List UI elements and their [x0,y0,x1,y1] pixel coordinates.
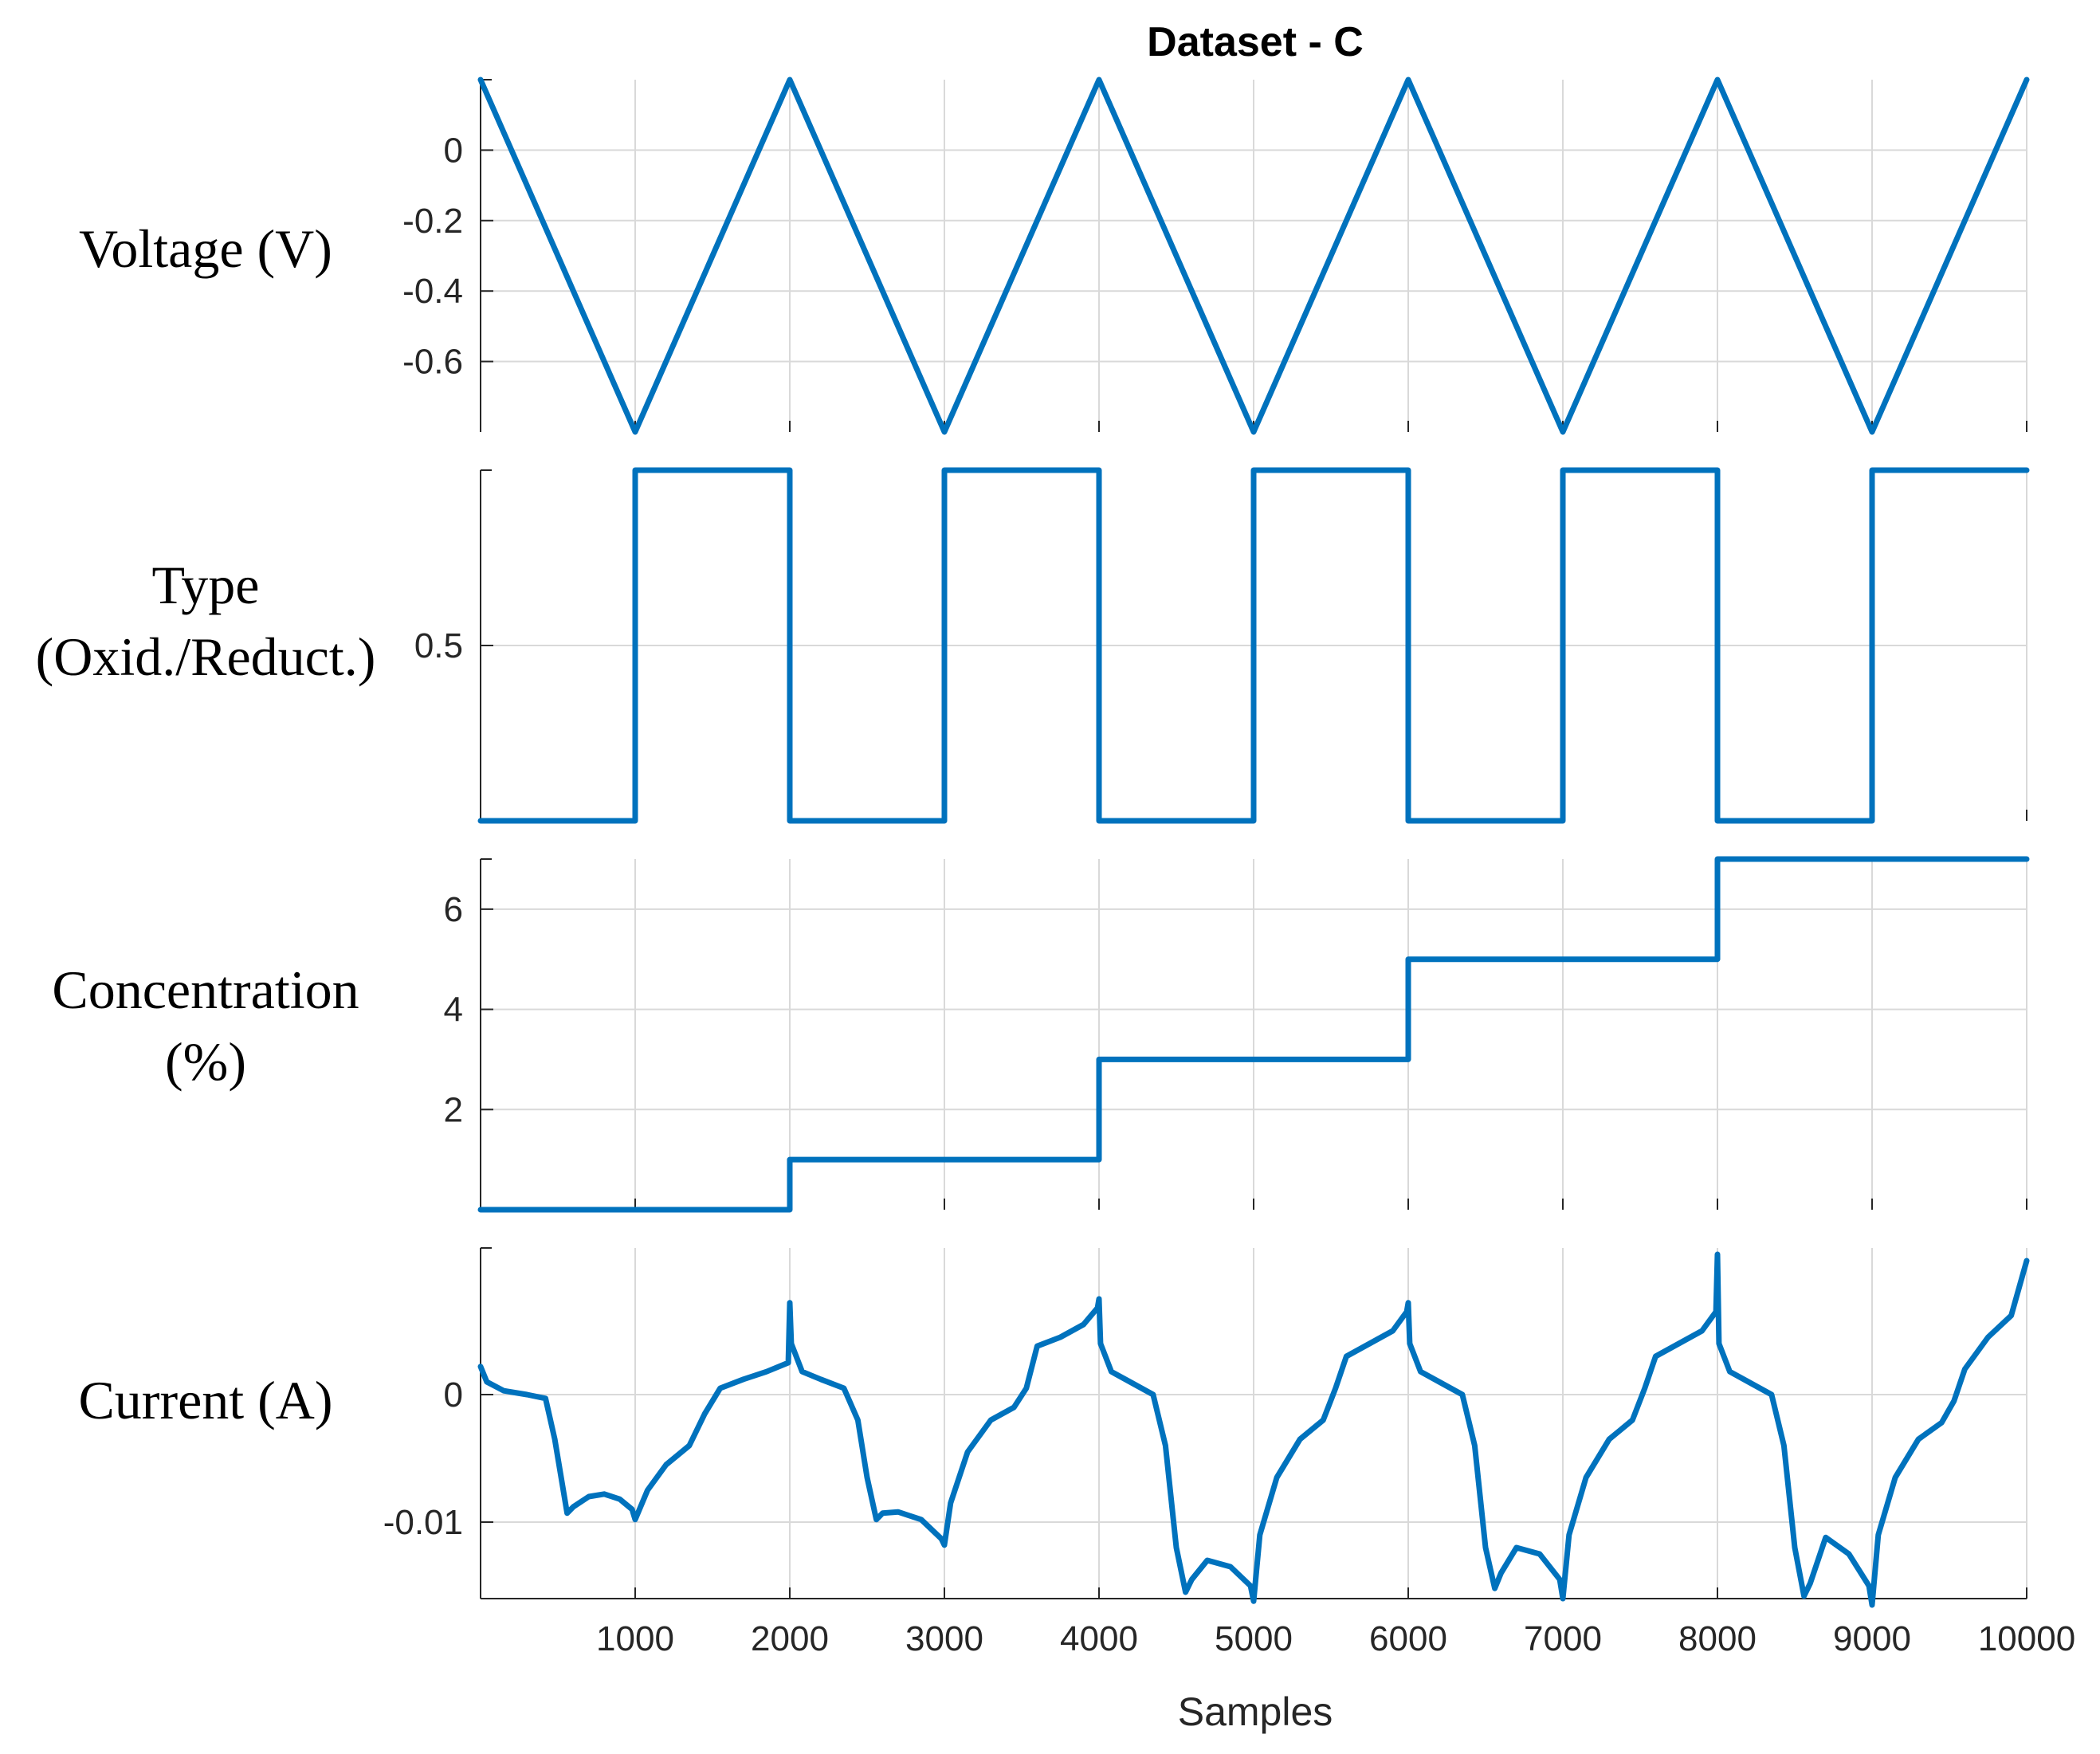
x-tick-label: 8000 [1678,1619,1757,1658]
x-tick-label: 4000 [1060,1619,1138,1658]
x-tick-label: 1000 [596,1619,674,1658]
y-axis-label: (%) [165,1031,246,1092]
series-line-current [477,1251,2030,1608]
x-tick-label: 7000 [1524,1619,1602,1658]
subplot-voltage: 0 -0.2 -0.4 -0.6 Voltage (V) [79,77,2030,435]
y-tick-label: -0.2 [402,202,463,241]
subplot-concentration: 6 4 2 Concentration (%) [52,856,2030,1213]
series-line-type [477,467,2030,824]
y-tick-label: 0 [444,131,463,170]
y-tick-label: 4 [444,991,463,1030]
y-tick-label: 0.5 [414,626,463,665]
y-tick-label: 6 [444,890,463,929]
y-axis-label: Concentration [52,959,359,1020]
x-tick-label: 5000 [1215,1619,1293,1658]
y-tick-label: -0.6 [402,343,463,382]
subplots: 0 -0.2 -0.4 -0.6 Voltage (V) 0.5 Type (Oxid./Re… [36,77,2075,1658]
subplot-current: 0 -0.01 Current (A) [78,1247,2030,1608]
x-axis-label: Samples [1178,1689,1333,1734]
y-tick-label: 2 [444,1090,463,1129]
y-tick-label: 0 [444,1375,463,1415]
x-tick-label: 2000 [751,1619,829,1658]
x-tick-label: 10000 [1978,1619,2075,1658]
y-axis-label: Voltage (V) [79,218,332,279]
series-line-concentration [477,856,2030,1213]
y-axis-label: (Oxid./Reduct.) [36,626,376,687]
y-tick-label: -0.01 [383,1503,463,1542]
subplot-type: 0.5 Type (Oxid./Reduct.) [36,467,2030,824]
chart-title: Dataset - C [1147,19,1364,65]
x-tick-label: 3000 [905,1619,983,1658]
x-tick-label: 6000 [1369,1619,1447,1658]
x-tick-label: 9000 [1833,1619,1911,1658]
y-tick-label: -0.4 [402,272,463,311]
y-axis-label: Current (A) [78,1370,332,1430]
y-axis-label: Type [152,555,260,615]
series-line-voltage [477,77,2030,435]
